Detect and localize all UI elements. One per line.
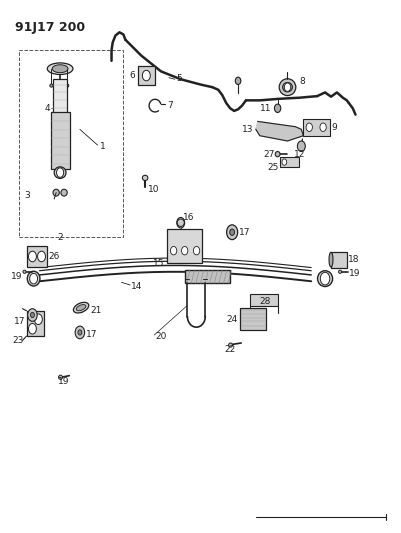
Ellipse shape bbox=[47, 63, 73, 75]
Circle shape bbox=[75, 326, 85, 339]
Text: 17: 17 bbox=[86, 329, 97, 338]
Circle shape bbox=[57, 168, 64, 177]
Circle shape bbox=[78, 330, 82, 335]
Bar bbox=[331, 252, 347, 268]
Text: 19: 19 bbox=[58, 377, 70, 386]
Text: 3: 3 bbox=[24, 191, 30, 200]
Ellipse shape bbox=[275, 151, 280, 157]
Ellipse shape bbox=[283, 83, 292, 92]
Ellipse shape bbox=[23, 270, 26, 273]
Circle shape bbox=[274, 104, 281, 112]
Circle shape bbox=[142, 70, 150, 81]
Circle shape bbox=[28, 251, 36, 262]
Ellipse shape bbox=[27, 271, 40, 286]
Text: 24: 24 bbox=[227, 315, 238, 324]
Bar bbox=[51, 112, 70, 169]
Text: 17: 17 bbox=[14, 317, 26, 326]
Ellipse shape bbox=[59, 375, 63, 379]
Text: 20: 20 bbox=[155, 332, 166, 341]
Ellipse shape bbox=[318, 271, 332, 287]
Bar bbox=[18, 50, 124, 238]
Bar bbox=[53, 79, 67, 114]
Circle shape bbox=[320, 272, 330, 285]
Text: 18: 18 bbox=[348, 255, 360, 264]
Text: 8: 8 bbox=[300, 77, 305, 86]
Text: 4: 4 bbox=[45, 104, 50, 113]
Ellipse shape bbox=[279, 79, 296, 95]
Text: 16: 16 bbox=[183, 214, 194, 222]
Circle shape bbox=[28, 324, 36, 334]
Text: 19: 19 bbox=[11, 272, 22, 281]
Text: 10: 10 bbox=[148, 185, 160, 194]
Circle shape bbox=[170, 246, 177, 255]
Text: 22: 22 bbox=[225, 345, 236, 354]
Ellipse shape bbox=[52, 64, 68, 72]
Bar bbox=[240, 308, 266, 330]
Ellipse shape bbox=[73, 302, 89, 313]
Text: 23: 23 bbox=[12, 336, 23, 345]
Text: 15: 15 bbox=[154, 260, 165, 268]
Circle shape bbox=[320, 123, 326, 132]
Bar bbox=[250, 294, 278, 306]
Ellipse shape bbox=[329, 252, 333, 267]
Circle shape bbox=[230, 229, 235, 236]
Polygon shape bbox=[256, 122, 303, 141]
Text: 21: 21 bbox=[91, 306, 102, 316]
Text: 7: 7 bbox=[167, 101, 173, 110]
Text: 91J17 200: 91J17 200 bbox=[15, 21, 85, 34]
Text: 6: 6 bbox=[130, 71, 135, 80]
Ellipse shape bbox=[229, 343, 233, 347]
Text: 27: 27 bbox=[263, 150, 275, 159]
Circle shape bbox=[30, 273, 38, 284]
Text: 11: 11 bbox=[260, 104, 272, 113]
Bar bbox=[303, 119, 330, 136]
Circle shape bbox=[182, 246, 188, 255]
Circle shape bbox=[284, 83, 291, 91]
Text: 12: 12 bbox=[294, 150, 305, 159]
Text: 1: 1 bbox=[101, 142, 106, 151]
Circle shape bbox=[34, 314, 43, 325]
Circle shape bbox=[282, 159, 287, 165]
Circle shape bbox=[193, 246, 200, 255]
Ellipse shape bbox=[338, 270, 342, 273]
Text: 19: 19 bbox=[349, 269, 360, 278]
Text: 14: 14 bbox=[131, 281, 143, 290]
Circle shape bbox=[235, 77, 241, 85]
Circle shape bbox=[306, 123, 312, 132]
Bar bbox=[26, 311, 44, 336]
Ellipse shape bbox=[142, 175, 148, 181]
Ellipse shape bbox=[76, 304, 86, 311]
Text: 26: 26 bbox=[49, 252, 60, 261]
Ellipse shape bbox=[61, 189, 67, 196]
Text: 17: 17 bbox=[239, 228, 250, 237]
Bar bbox=[167, 229, 203, 263]
Circle shape bbox=[38, 251, 45, 262]
Ellipse shape bbox=[54, 167, 66, 179]
Circle shape bbox=[28, 309, 37, 321]
Bar bbox=[185, 270, 230, 284]
Text: 13: 13 bbox=[242, 125, 254, 134]
Circle shape bbox=[227, 225, 238, 240]
Text: 9: 9 bbox=[332, 123, 338, 132]
Bar bbox=[279, 157, 300, 167]
Circle shape bbox=[30, 312, 34, 318]
Text: 5: 5 bbox=[177, 74, 182, 83]
Text: 28: 28 bbox=[259, 297, 270, 306]
Circle shape bbox=[177, 217, 185, 228]
Ellipse shape bbox=[66, 84, 69, 87]
Circle shape bbox=[298, 141, 305, 151]
Text: 2: 2 bbox=[57, 233, 63, 242]
Ellipse shape bbox=[53, 189, 59, 196]
Bar bbox=[26, 246, 47, 266]
Bar bbox=[138, 66, 155, 85]
Text: 25: 25 bbox=[267, 163, 279, 172]
Ellipse shape bbox=[50, 84, 53, 87]
